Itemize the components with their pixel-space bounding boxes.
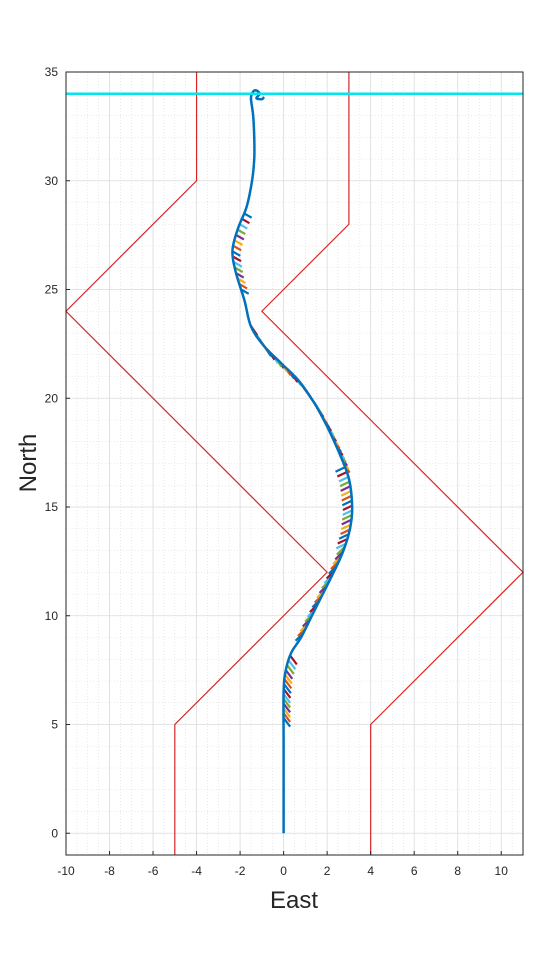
x-tick-label: 10 [495, 864, 509, 878]
x-tick-label: -2 [235, 864, 246, 878]
heading-tick [232, 250, 241, 257]
heading-tick [336, 471, 347, 478]
x-tick-label: -4 [191, 864, 202, 878]
series-layer [65, 72, 524, 855]
y-tick-label: 35 [45, 65, 59, 79]
heading-tick [341, 519, 352, 526]
heading-tick [337, 538, 348, 545]
heading-tick [340, 485, 351, 492]
heading-tick [341, 499, 352, 507]
x-tick-label: -6 [148, 864, 159, 878]
heading-tick [286, 664, 295, 675]
heading-tick [241, 217, 250, 225]
x-tick-label: 0 [280, 864, 287, 878]
heading-tick [233, 261, 243, 268]
x-tick-labels: -10 -8 -6 -4 -2 0 2 4 6 8 10 [57, 851, 508, 878]
heading-tick [340, 523, 351, 531]
y-tick-labels: 0 5 10 15 20 25 30 35 [45, 65, 70, 840]
heading-tick [340, 528, 351, 535]
heading-tick [335, 542, 346, 550]
plot-frame [65, 71, 524, 856]
heading-tick [342, 504, 353, 512]
heading-tick [283, 683, 292, 694]
heading-tick [338, 475, 349, 483]
y-axis-label: North [15, 434, 42, 493]
heading-tick [233, 245, 242, 252]
x-tick-label: -8 [104, 864, 115, 878]
heading-tick [335, 466, 346, 473]
trajectory-line [231, 89, 354, 834]
heading-tick [283, 688, 292, 699]
y-tick-label: 20 [45, 391, 59, 405]
x-tick-label: 4 [367, 864, 374, 878]
heading-tick [339, 480, 350, 488]
y-tick-label: 30 [45, 174, 59, 188]
right-boundary-line [261, 72, 524, 855]
heading-tick [338, 533, 349, 540]
heading-tick [289, 655, 298, 666]
heading-tick [234, 239, 244, 246]
x-tick-label: 8 [454, 864, 461, 878]
heading-tick [234, 266, 244, 274]
heading-tick [239, 223, 248, 230]
y-tick-label: 5 [51, 718, 58, 732]
y-tick-label: 25 [45, 283, 59, 297]
heading-tick [284, 669, 294, 680]
heading-tick [284, 674, 293, 685]
y-tick-label: 0 [51, 826, 58, 840]
heading-tick [232, 255, 242, 263]
x-tick-label: -10 [57, 864, 75, 878]
x-tick-label: 6 [411, 864, 418, 878]
heading-tick [341, 495, 352, 502]
heading-tick [341, 514, 352, 521]
y-tick-label: 10 [45, 609, 59, 623]
heading-tick [283, 679, 293, 690]
y-tick-label: 15 [45, 500, 59, 514]
heading-tick [235, 234, 245, 241]
heading-tick [342, 509, 353, 516]
x-axis-label: East [270, 887, 318, 914]
left-boundary-line [65, 72, 328, 855]
heading-tick [237, 228, 246, 235]
heading-tick [287, 659, 297, 670]
x-tick-label: 2 [324, 864, 331, 878]
heading-tick [340, 490, 351, 497]
